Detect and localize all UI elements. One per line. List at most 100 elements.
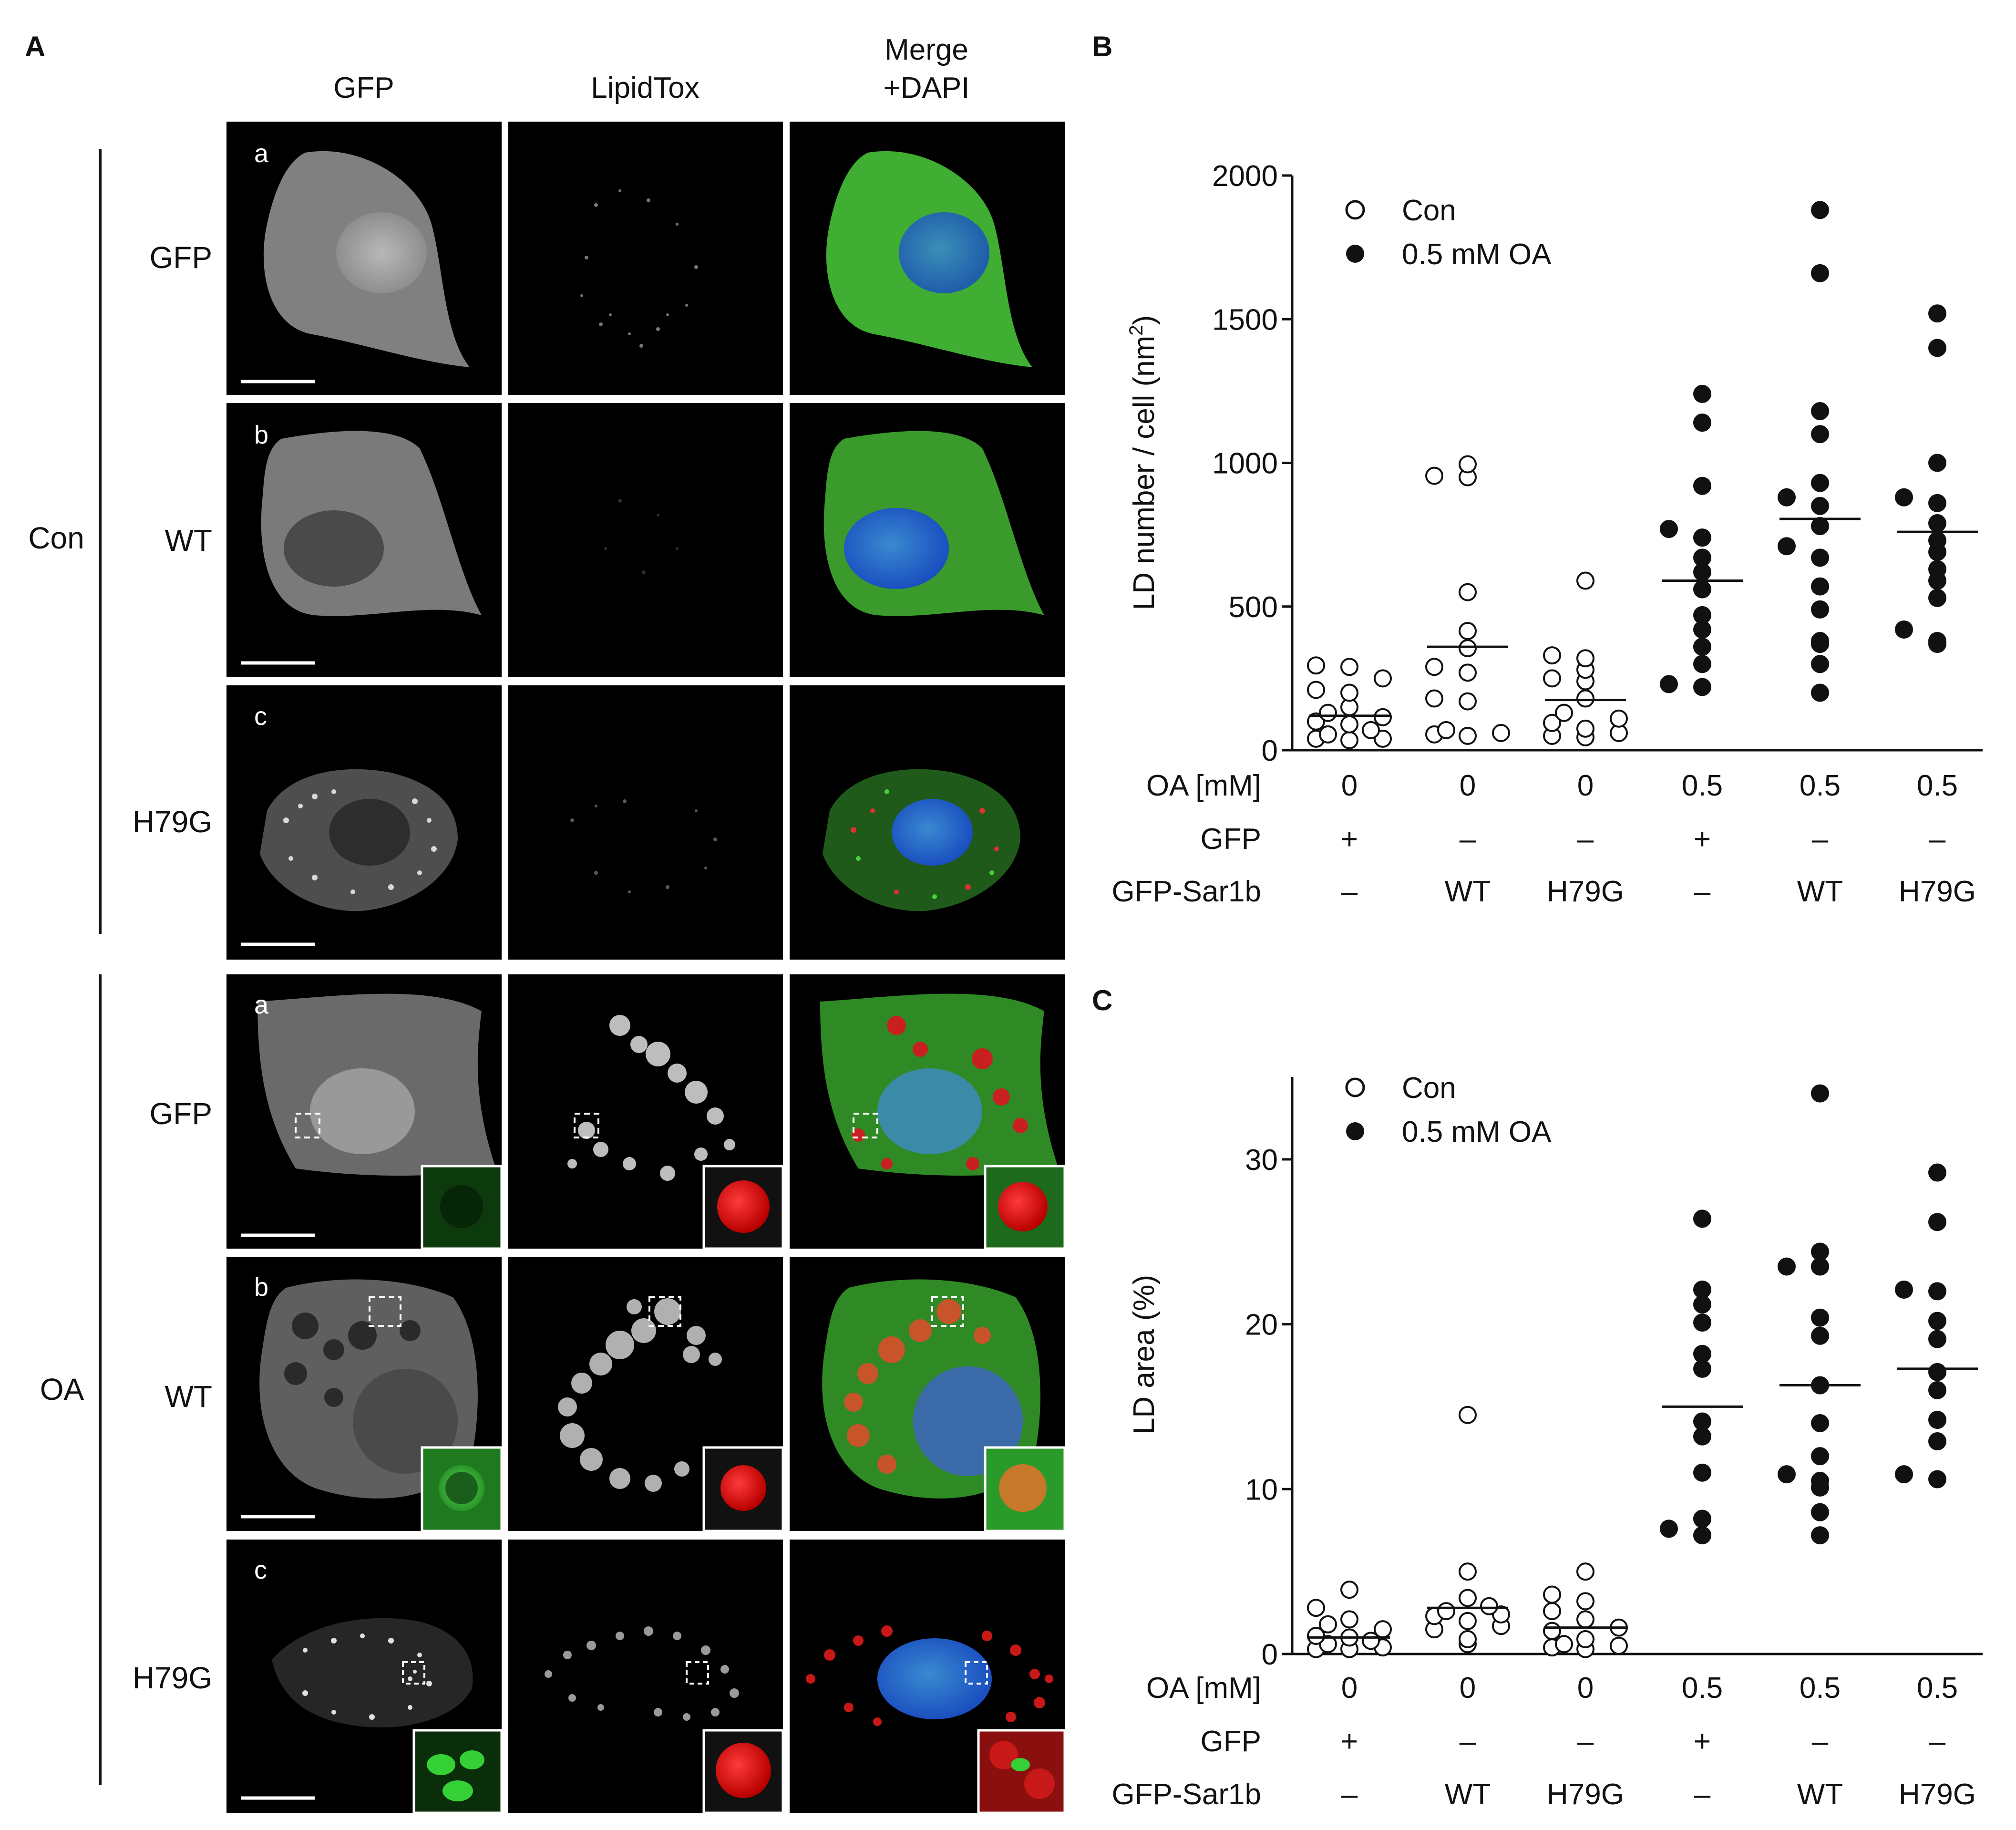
- chart-c-point: [1693, 1280, 1711, 1299]
- chart-c-point: [1693, 1359, 1711, 1378]
- micrograph-gfp-oa-merge: [790, 974, 1066, 1250]
- chart-b-point: [1693, 476, 1711, 495]
- chart-b-point: [1811, 201, 1829, 219]
- chart-b-point: [1307, 656, 1325, 675]
- chart-c-point: [1374, 1620, 1392, 1639]
- chart-b-point: [1693, 414, 1711, 432]
- chart-c-point: [1895, 1465, 1913, 1484]
- row-label-h79g-oa: H79G: [133, 1661, 212, 1695]
- col-header-merge: Merge +DAPI: [884, 33, 970, 104]
- chart-b-point: [1811, 655, 1829, 673]
- chart-b-point: [1576, 649, 1594, 668]
- chart-c-point: [1693, 1412, 1711, 1431]
- chart-c-table-cell: 0.5: [1682, 1672, 1723, 1705]
- chart-c-point: [1811, 1472, 1829, 1490]
- svg-text:a: a: [254, 991, 269, 1019]
- chart-b-point: [1811, 632, 1829, 651]
- chart-b-point: [1895, 488, 1913, 507]
- chart-b-table-cell: –: [1460, 823, 1476, 856]
- micrograph-gfp-con-lipidtox: [508, 122, 783, 395]
- chart-b-point: [1374, 669, 1392, 688]
- chart-c-point: [1340, 1610, 1358, 1629]
- col-header-gfp: GFP: [333, 72, 394, 104]
- chart-c-point: [1459, 1406, 1477, 1424]
- chart-b-point: [1811, 402, 1829, 421]
- chart-b-table-cell: +: [1341, 823, 1358, 856]
- chart-c-point: [1693, 1344, 1711, 1363]
- chart-c-ytick-label: 20: [1245, 1309, 1278, 1342]
- chart-b-point: [1459, 621, 1477, 640]
- chart-c-table-cell: –: [1460, 1725, 1476, 1758]
- chart-c-table-cell: 0: [1577, 1672, 1594, 1705]
- chart-c-ytick-label: 30: [1245, 1144, 1278, 1177]
- chart-b-ytick-label: 1500: [1212, 303, 1278, 336]
- svg-text:b: b: [254, 1273, 268, 1302]
- chart-b-table-cell: H79G: [1899, 875, 1976, 908]
- chart-c-point: [1811, 1084, 1829, 1103]
- chart-b-point: [1543, 713, 1561, 732]
- chart-b-point: [1543, 669, 1561, 688]
- panel-b-letter: B: [1092, 31, 1112, 62]
- chart-c-point: [1543, 1585, 1561, 1604]
- chart-b-table-cell: –: [1812, 823, 1829, 856]
- chart-c-point: [1576, 1610, 1594, 1629]
- chart-c-point: [1928, 1282, 1946, 1301]
- micrograph-gfp-oa-lipidtox: [508, 974, 784, 1250]
- micrograph-h79g-con-lipidtox: [508, 685, 783, 960]
- chart-c-point: [1811, 1308, 1829, 1327]
- chart-c-point: [1928, 1381, 1946, 1399]
- chart-c-table-cell: –: [1577, 1725, 1594, 1758]
- chart-c-point: [1576, 1562, 1594, 1581]
- chart-b-y-label: LD number / cell (nm2): [1126, 315, 1161, 610]
- chart-b-point: [1307, 681, 1325, 699]
- chart-b-point: [1693, 638, 1711, 656]
- chart-c-point: [1576, 1630, 1594, 1648]
- svg-text:c: c: [254, 1556, 267, 1584]
- chart-c-point: [1459, 1612, 1477, 1630]
- chart-c-table-cell: –: [1694, 1778, 1711, 1811]
- chart-c-point: [1928, 1432, 1946, 1451]
- chart-b-point: [1374, 708, 1392, 726]
- chart-c-point: [1610, 1636, 1628, 1655]
- chart-c-point: [1693, 1526, 1711, 1545]
- chart-b-point: [1928, 531, 1946, 550]
- micrograph-h79g-oa-gfp: c: [226, 1540, 503, 1814]
- group-label-con: Con: [28, 521, 84, 555]
- chart-c-point: [1928, 1470, 1946, 1489]
- chart-c-point: [1437, 1602, 1455, 1621]
- chart-c-table-cell: +: [1341, 1725, 1358, 1758]
- chart-b-point: [1693, 384, 1711, 403]
- chart-c-table-row-label: OA [mM]: [1146, 1672, 1261, 1705]
- chart-b-point: [1693, 606, 1711, 624]
- chart-b-point: [1928, 339, 1946, 357]
- chart-b-point: [1610, 709, 1628, 728]
- chart-c-point: [1811, 1447, 1829, 1466]
- chart-c-table-cell: –: [1341, 1778, 1358, 1811]
- row-label-gfp-con: GFP: [149, 240, 212, 275]
- chart-b-point: [1307, 712, 1325, 731]
- chart-b-point: [1660, 520, 1678, 538]
- micrograph-wt-con-merge: [790, 403, 1065, 677]
- svg-text:b: b: [254, 421, 268, 449]
- chart-b-table-cell: 0: [1341, 769, 1358, 802]
- chart-c-point: [1480, 1597, 1498, 1615]
- chart-b-legend-oa-marker: [1346, 245, 1364, 263]
- chart-c-point: [1459, 1562, 1477, 1581]
- chart-c-point: [1928, 1330, 1946, 1348]
- chart-b-legend-oa-label: 0.5 mM OA: [1402, 238, 1552, 271]
- chart-b-point: [1928, 514, 1946, 533]
- chart-b-point: [1374, 729, 1392, 748]
- chart-b-table-cell: WT: [1797, 875, 1843, 908]
- chart-c-table-cell: 0.5: [1917, 1672, 1958, 1705]
- chart-b-table-cell: –: [1929, 823, 1946, 856]
- row-label-wt-oa: WT: [165, 1379, 213, 1414]
- chart-b-point: [1693, 548, 1711, 567]
- chart-b-point: [1693, 528, 1711, 547]
- chart-b-legend-con-marker: [1345, 200, 1365, 220]
- chart-b-point: [1437, 721, 1455, 739]
- chart-b-point: [1459, 455, 1477, 474]
- chart-b-table-cell: +: [1694, 823, 1711, 856]
- micrograph-gfp-con-gfp: a: [226, 122, 502, 395]
- chart-b-point: [1319, 703, 1337, 722]
- chart-b-point: [1459, 583, 1477, 601]
